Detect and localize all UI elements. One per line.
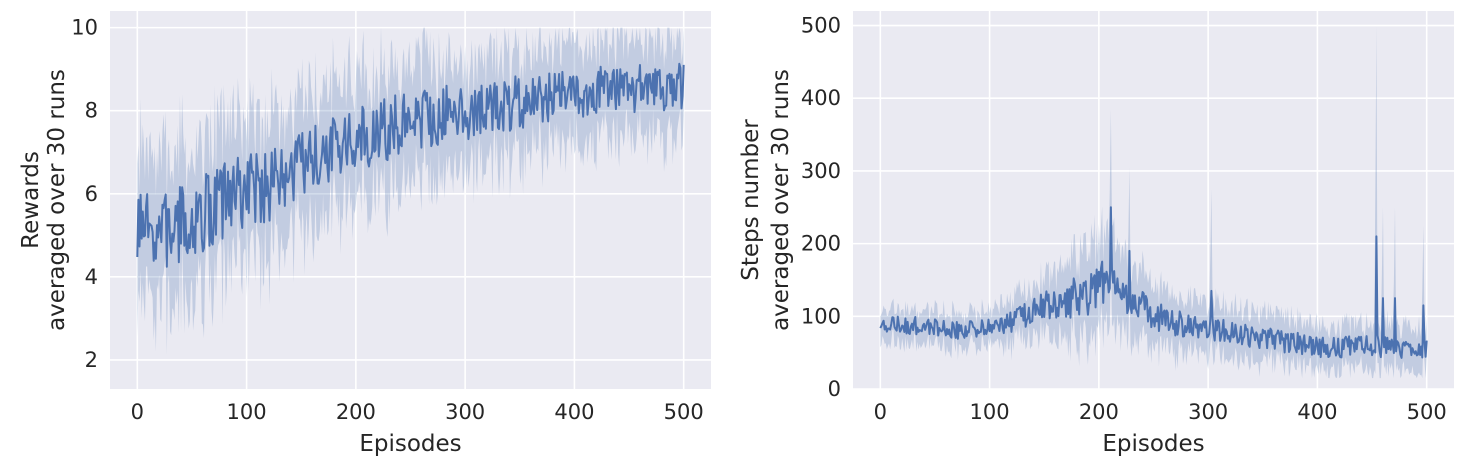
x-tick-label: 200	[336, 400, 376, 424]
y-tick-label: 2	[85, 348, 98, 372]
x-tick-label: 300	[445, 400, 485, 424]
confidence-band	[880, 25, 1427, 379]
y-axis-title-line: averaged over 30 runs	[44, 69, 70, 331]
x-tick-label: 100	[970, 400, 1010, 424]
x-tick-label: 0	[874, 400, 887, 424]
y-tick-label: 0	[828, 377, 841, 401]
rewards-chart: 0 100 200 300 400 500 2 4 6 8 10 Episodes Rewards ave…	[18, 11, 711, 457]
x-tick-label: 400	[1297, 400, 1337, 424]
x-tick-label: 200	[1079, 400, 1119, 424]
x-axis-title: Episodes	[359, 431, 461, 457]
x-tick-label: 400	[554, 400, 594, 424]
x-axis-title: Episodes	[1102, 431, 1204, 457]
mean-line	[136, 62, 685, 268]
x-tick-label: 500	[664, 400, 704, 424]
y-tick-label: 8	[85, 99, 98, 123]
x-tick-label: 0	[131, 400, 144, 424]
y-tick-label: 200	[801, 232, 841, 256]
y-tick-label: 500	[801, 14, 841, 38]
y-tick-label: 4	[85, 265, 98, 289]
x-tick-label: 100	[227, 400, 267, 424]
grid	[853, 11, 1454, 390]
x-tick-label: 300	[1188, 400, 1228, 424]
y-tick-label: 100	[801, 304, 841, 328]
steps-chart: 0 100 200 300 400 500 0 100 200 300 400 500 Episodes…	[738, 11, 1454, 457]
y-tick-label: 400	[801, 86, 841, 110]
y-axis-title-line: Rewards	[18, 151, 44, 249]
y-axis-title-line: Steps number	[738, 119, 764, 281]
mean-line	[879, 206, 1428, 359]
y-tick-label: 300	[801, 159, 841, 183]
y-tick-label: 10	[71, 16, 98, 40]
y-tick-label: 6	[85, 182, 98, 206]
y-axis-title-line: averaged over 30 runs	[768, 69, 794, 331]
x-tick-label: 500	[1407, 400, 1447, 424]
